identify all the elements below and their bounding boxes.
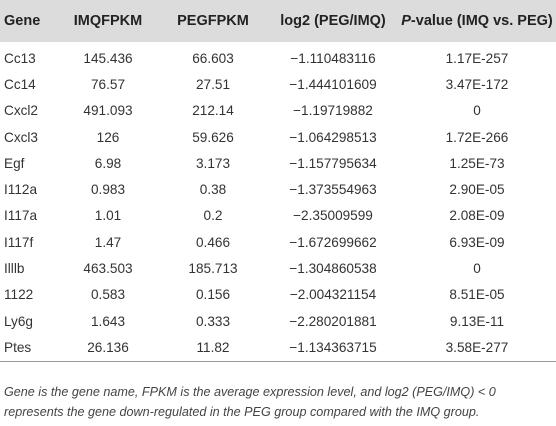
- cell-peg-fpkm: 0.38: [199, 182, 227, 198]
- table-bottom-rule: [0, 360, 556, 362]
- header-peg-fpkm: PEGFPKM: [177, 13, 249, 29]
- header-gene: Gene: [4, 13, 41, 29]
- cell-gene: Illlb: [4, 261, 25, 277]
- cell-gene: 1122: [4, 287, 34, 303]
- cell-p-value: 1.72E-266: [445, 129, 509, 145]
- cell-log2-ratio: −2.35009599: [293, 208, 373, 224]
- cell-peg-fpkm: 0.2: [203, 208, 223, 224]
- table-row: I117f 1.47 0.466 −1.672699662 6.93E-09: [0, 229, 556, 255]
- cell-gene: Cc13: [4, 50, 36, 66]
- cell-log2-ratio: −1.134363715: [289, 339, 377, 355]
- cell-log2-ratio: −1.304860538: [289, 261, 377, 277]
- cell-imq-fpkm: 463.503: [83, 261, 133, 277]
- cell-p-value: 9.13E-11: [449, 313, 505, 329]
- cell-peg-fpkm: 0.466: [195, 234, 231, 250]
- table-row: Egf 6.98 3.173 −1.157795634 1.25E-73: [0, 150, 556, 176]
- cell-peg-fpkm: 0.156: [195, 287, 231, 303]
- cell-gene: Cxcl2: [4, 103, 38, 119]
- cell-gene: I112a: [4, 182, 38, 198]
- cell-imq-fpkm: 1.643: [90, 313, 126, 329]
- table-row: I112a 0.983 0.38 −1.373554963 2.90E-05: [0, 176, 556, 202]
- table-row: Illlb 463.503 185.713 −1.304860538 0: [0, 255, 556, 281]
- data-table-container: Gene IMQFPKM PEGFPKM log2 (PEG/IMQ) P-va…: [0, 0, 556, 362]
- cell-p-value: 2.08E-09: [449, 208, 505, 224]
- cell-p-value: 1.25E-73: [449, 155, 505, 171]
- cell-imq-fpkm: 1.47: [94, 234, 122, 250]
- table-row: 1122 0.583 0.156 −2.004321154 8.51E-05: [0, 282, 556, 308]
- cell-log2-ratio: −1.444101609: [289, 76, 377, 92]
- cell-log2-ratio: −1.19719882: [293, 103, 373, 119]
- header-p-value: P-value (IMQ vs. PEG): [398, 0, 556, 42]
- cell-imq-fpkm: 491.093: [83, 103, 133, 119]
- cell-peg-fpkm: 66.603: [192, 50, 234, 66]
- cell-p-value: 8.51E-05: [449, 287, 505, 303]
- cell-imq-fpkm: 1.01: [94, 208, 122, 224]
- cell-imq-fpkm: 76.57: [90, 76, 126, 92]
- cell-peg-fpkm: 3.173: [195, 155, 231, 171]
- cell-log2-ratio: −2.004321154: [289, 287, 377, 303]
- table-row: Cc14 76.57 27.51 −1.444101609 3.47E-172: [0, 71, 556, 97]
- table-row: Ptes 26.136 11.82 −1.134363715 3.58E-277: [0, 334, 556, 360]
- cell-imq-fpkm: 126: [96, 129, 120, 145]
- cell-p-value: 3.58E-277: [445, 339, 509, 355]
- cell-gene: I117a: [4, 208, 38, 224]
- table-body: Cc13 145.436 66.603 −1.110483116 1.17E-257 Cc…: [0, 42, 556, 361]
- cell-log2-ratio: −2.280201881: [289, 313, 377, 329]
- cell-p-value: 0: [473, 103, 481, 119]
- header-p-value-rest: -value (IMQ vs. PEG): [410, 13, 553, 29]
- cell-p-value: 2.90E-05: [449, 182, 505, 198]
- cell-peg-fpkm: 212.14: [192, 103, 234, 119]
- table-row: Cxcl3 126 59.626 −1.064298513 1.72E-266: [0, 124, 556, 150]
- cell-peg-fpkm: 27.51: [195, 76, 231, 92]
- cell-p-value: 6.93E-09: [449, 234, 505, 250]
- cell-peg-fpkm: 59.626: [192, 129, 234, 145]
- table-header-row: Gene IMQFPKM PEGFPKM log2 (PEG/IMQ) P-va…: [0, 0, 556, 42]
- cell-gene: I117f: [4, 234, 34, 250]
- table-row: Ly6g 1.643 0.333 −2.280201881 9.13E-11: [0, 308, 556, 334]
- cell-peg-fpkm: 0.333: [195, 313, 231, 329]
- cell-log2-ratio: −1.064298513: [289, 129, 377, 145]
- cell-imq-fpkm: 0.983: [90, 182, 126, 198]
- cell-log2-ratio: −1.157795634: [289, 155, 377, 171]
- table-row: I117a 1.01 0.2 −2.35009599 2.08E-09: [0, 203, 556, 229]
- header-imq-fpkm: IMQFPKM: [73, 13, 143, 29]
- cell-imq-fpkm: 0.583: [90, 287, 126, 303]
- cell-gene: Ly6g: [4, 313, 33, 329]
- table-row: Cxcl2 491.093 212.14 −1.19719882 0: [0, 98, 556, 124]
- header-log2-ratio: log2 (PEG/IMQ): [280, 13, 386, 29]
- cell-imq-fpkm: 26.136: [87, 339, 129, 355]
- cell-peg-fpkm: 11.82: [196, 339, 230, 355]
- table-caption: Gene is the gene name, FPKM is the avera…: [4, 385, 496, 419]
- cell-peg-fpkm: 185.713: [188, 261, 238, 277]
- cell-gene: Ptes: [4, 339, 32, 355]
- cell-gene: Cc14: [4, 76, 36, 92]
- table-row: Cc13 145.436 66.603 −1.110483116 1.17E-257: [0, 42, 556, 71]
- cell-gene: Cxcl3: [4, 129, 38, 145]
- cell-log2-ratio: −1.672699662: [289, 234, 377, 250]
- cell-log2-ratio: −1.373554963: [289, 182, 377, 198]
- cell-imq-fpkm: 145.436: [83, 50, 133, 66]
- gene-expression-table: Gene IMQFPKM PEGFPKM log2 (PEG/IMQ) P-va…: [0, 0, 556, 361]
- cell-gene: Egf: [4, 155, 25, 171]
- header-p-value-italic: P: [401, 13, 411, 29]
- cell-log2-ratio: −1.110483116: [290, 50, 376, 66]
- cell-p-value: 1.17E-257: [445, 50, 509, 66]
- cell-p-value: 0: [473, 261, 481, 277]
- cell-imq-fpkm: 6.98: [94, 155, 122, 171]
- cell-p-value: 3.47E-172: [445, 76, 509, 92]
